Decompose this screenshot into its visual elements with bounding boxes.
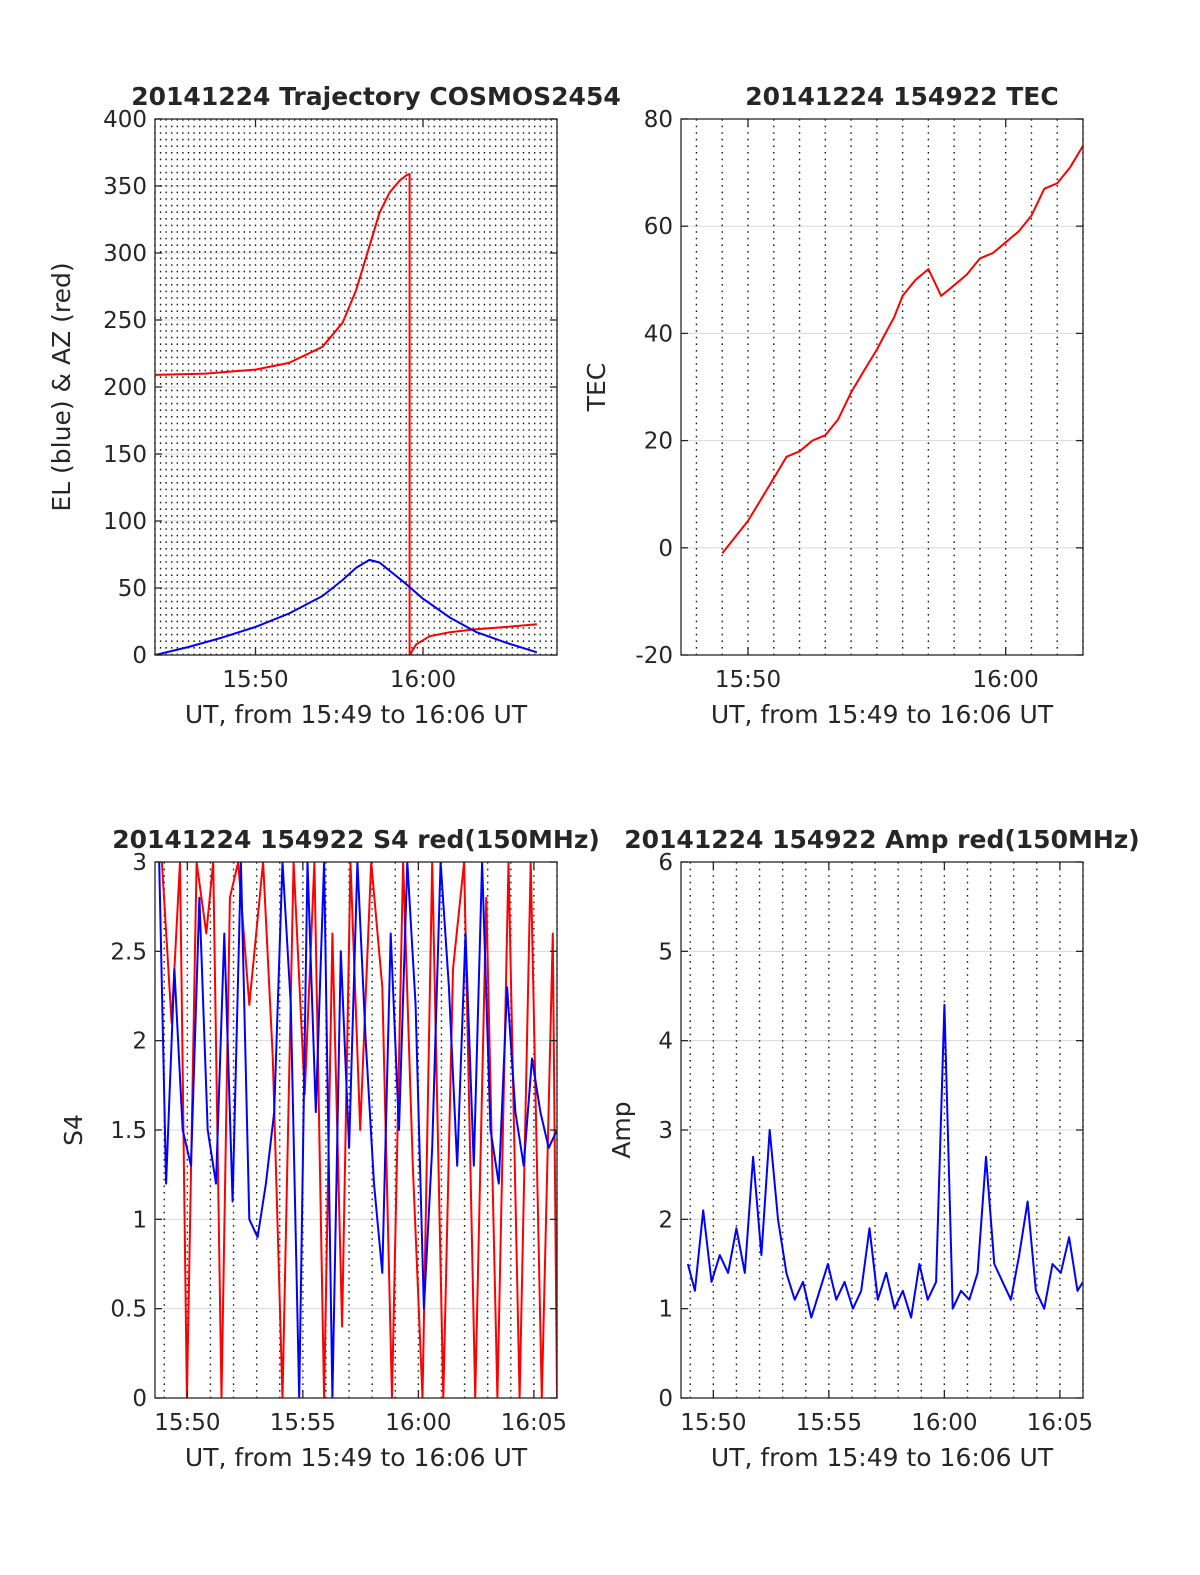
chart-title: 20141224 Trajectory COSMOS2454 [131, 82, 621, 111]
y-tick-label: 3 [658, 1118, 673, 1144]
series-line-0 [686, 1003, 1083, 1319]
y-tick-label: 0.5 [110, 1297, 147, 1323]
y-tick-label: 50 [118, 576, 147, 602]
y-tick-label: 400 [103, 107, 147, 133]
y-tick-label: 2.5 [110, 939, 147, 965]
y-tick-label: 0 [658, 1386, 673, 1412]
y-tick-label: 20 [644, 429, 673, 455]
y-tick-label: 40 [644, 321, 673, 347]
x-axis-label: UT, from 15:49 to 16:06 UT [185, 700, 528, 729]
x-axis-label: UT, from 15:49 to 16:06 UT [185, 1443, 528, 1472]
axes-frame [680, 118, 1084, 656]
y-axis-label: S4 [59, 1114, 88, 1146]
y-axis-label: Amp [607, 1101, 636, 1158]
y-tick-label: 80 [644, 107, 673, 133]
y-tick-label: 0 [658, 536, 673, 562]
y-tick-label: 60 [644, 214, 673, 240]
x-tick-label: 15:50 [222, 667, 288, 693]
x-tick-label: 16:00 [390, 667, 456, 693]
trajectory-panel: 0 50 100 150 200 250 300 350 400 15:50 16:00 201412… [47, 82, 621, 729]
x-tick-label: 15:55 [796, 1410, 862, 1436]
x-tick-label: 16:00 [911, 1410, 977, 1436]
x-tick-label: 16:05 [501, 1410, 567, 1436]
x-axis-label: UT, from 15:49 to 16:06 UT [711, 1443, 1054, 1472]
y-tick-label: 0 [132, 1386, 147, 1412]
y-axis-label: TEC [582, 363, 611, 413]
series-line-0 [155, 172, 537, 655]
chart-title: 20141224 154922 S4 red(150MHz) [112, 825, 600, 854]
y-axis-label: EL (blue) & AZ (red) [47, 262, 76, 511]
series-line-0 [721, 145, 1083, 554]
y-tick-label: 1 [132, 1207, 147, 1233]
y-tick-label: -20 [635, 643, 673, 669]
series-line-1 [155, 558, 538, 655]
y-tick-label: 1 [658, 1297, 673, 1323]
s4-panel: 0 0.5 1 1.5 2 2.5 3 15:50 15:55 16:00 16:05 2014122… [59, 825, 600, 1472]
series-line-0 [160, 862, 557, 1398]
chart-title: 20141224 154922 Amp red(150MHz) [624, 825, 1140, 854]
y-tick-label: 0 [132, 643, 147, 669]
y-tick-label: 6 [658, 850, 673, 876]
series-line-1 [158, 862, 557, 1398]
x-tick-label: 15:50 [154, 1410, 220, 1436]
y-tick-label: 350 [103, 174, 147, 200]
y-tick-label: 100 [103, 509, 147, 535]
tec-panel: -20 0 20 40 60 80 15:50 16:00 20141224 154922 TE… [582, 82, 1084, 729]
x-tick-label: 16:00 [385, 1410, 451, 1436]
y-tick-label: 3 [132, 850, 147, 876]
y-tick-label: 150 [103, 442, 147, 468]
amp-panel: 0 1 2 3 4 5 6 15:50 15:55 16:00 16:05 20141224 1549… [607, 825, 1140, 1472]
chart-title: 20141224 154922 TEC [745, 82, 1058, 111]
x-tick-label: 16:00 [973, 667, 1039, 693]
x-tick-label: 16:05 [1027, 1410, 1093, 1436]
x-tick-label: 15:50 [715, 667, 781, 693]
x-tick-label: 15:55 [270, 1410, 336, 1436]
y-tick-label: 250 [103, 308, 147, 334]
x-tick-label: 15:50 [680, 1410, 746, 1436]
y-tick-label: 5 [658, 939, 673, 965]
y-tick-label: 300 [103, 241, 147, 267]
x-axis-label: UT, from 15:49 to 16:06 UT [711, 700, 1054, 729]
y-tick-label: 200 [103, 375, 147, 401]
y-tick-label: 2 [132, 1029, 147, 1055]
y-tick-label: 2 [658, 1207, 673, 1233]
y-tick-label: 1.5 [110, 1118, 147, 1144]
y-tick-label: 4 [658, 1029, 673, 1055]
